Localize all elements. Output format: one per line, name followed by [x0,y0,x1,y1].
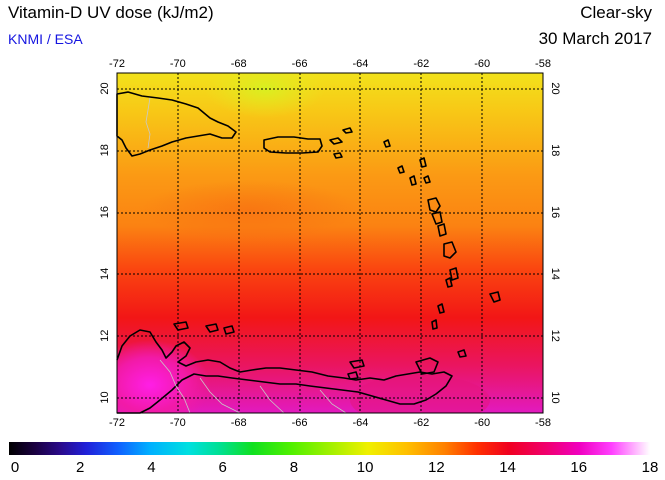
longitude-ticks-bottom: -72 -70 -68 -66 -64 -62 -60 -58 [109,417,551,429]
lon-tick-label-top: -64 [352,58,368,70]
sky-conditions-label: Clear-sky [580,3,652,22]
lat-tick-label-right: 16 [549,206,561,218]
lat-tick-label-left: 10 [99,391,111,403]
date-label: 30 March 2017 [538,29,652,48]
latitude-ticks-left: 20 18 16 14 12 10 [99,82,111,403]
colorbar-tick-label: 12 [427,459,445,476]
lat-tick-label-right: 14 [549,268,561,280]
lon-tick-label-top: -58 [535,58,551,70]
lat-tick-label-left: 20 [99,82,111,94]
lon-tick-label-bottom: -64 [352,417,368,429]
colorbar-tick-label: 10 [356,459,374,476]
uv-field [117,73,543,413]
uv-colorbar [9,442,650,455]
lon-tick-label-top: -66 [292,58,308,70]
lon-tick-label-top: -70 [170,58,186,70]
lon-tick-label-bottom: -60 [474,417,490,429]
graticule [117,73,543,413]
lat-tick-label-right: 18 [549,144,561,156]
hispaniola-coast [116,91,237,157]
state-borders [199,377,347,414]
abc-islands-coast [173,321,235,335]
map-title: Vitamin-D UV dose (kJ/m2) [8,3,214,22]
longitude-ticks-top: -72 -70 -68 -66 -64 -62 -60 -58 [109,58,551,70]
margarita-coast [347,359,365,380]
lat-tick-label-left: 18 [99,144,111,156]
lat-tick-label-left: 12 [99,330,111,342]
haiti-dr-border [145,97,151,149]
colorbar-tick-label: 0 [10,459,20,476]
colorbar-tick-label: 18 [641,459,659,476]
colombia-venezuela-border [159,359,191,414]
lon-tick-label-bottom: -72 [109,417,125,429]
lon-tick-label-top: -60 [474,58,490,70]
lat-tick-label-right: 12 [549,330,561,342]
lesser-antilles-coast [383,139,501,330]
colorbar-tick-label: 2 [76,459,85,476]
south-america-coast [116,329,453,414]
lat-tick-label-right: 10 [549,391,561,403]
trinidad-coast [415,349,467,375]
lon-tick-label-top: -62 [413,58,429,70]
credit-label: KNMI / ESA [8,31,83,47]
puerto-rico-coast [263,136,323,154]
uv-dose-map: -72 -70 -68 -66 -64 -62 -60 -58 -72 -70 -68 -66 -64… [99,58,561,429]
latitude-ticks-right: 20 18 16 14 12 10 [549,82,561,403]
lon-tick-label-top: -68 [231,58,247,70]
colorbar-tick-label: 8 [289,459,299,476]
lon-tick-label-bottom: -58 [535,417,551,429]
colorbar-tick-label: 16 [570,459,588,476]
lon-tick-label-top: -72 [109,58,125,70]
lat-tick-label-left: 14 [99,268,111,280]
colorbar-tick-label: 14 [499,459,516,476]
lon-tick-label-bottom: -68 [231,417,247,429]
lon-tick-label-bottom: -66 [292,417,308,429]
borders [145,97,347,414]
colorbar-tick-label: 4 [147,459,156,476]
colorbar-tick-label: 6 [218,459,227,476]
lat-tick-label-left: 16 [99,206,111,218]
virgin-islands-coast [329,127,353,159]
coastlines [116,91,501,414]
map-frame [116,72,544,414]
lat-tick-label-right: 20 [549,82,561,94]
lon-tick-label-bottom: -70 [170,417,186,429]
lon-tick-label-bottom: -62 [413,417,429,429]
